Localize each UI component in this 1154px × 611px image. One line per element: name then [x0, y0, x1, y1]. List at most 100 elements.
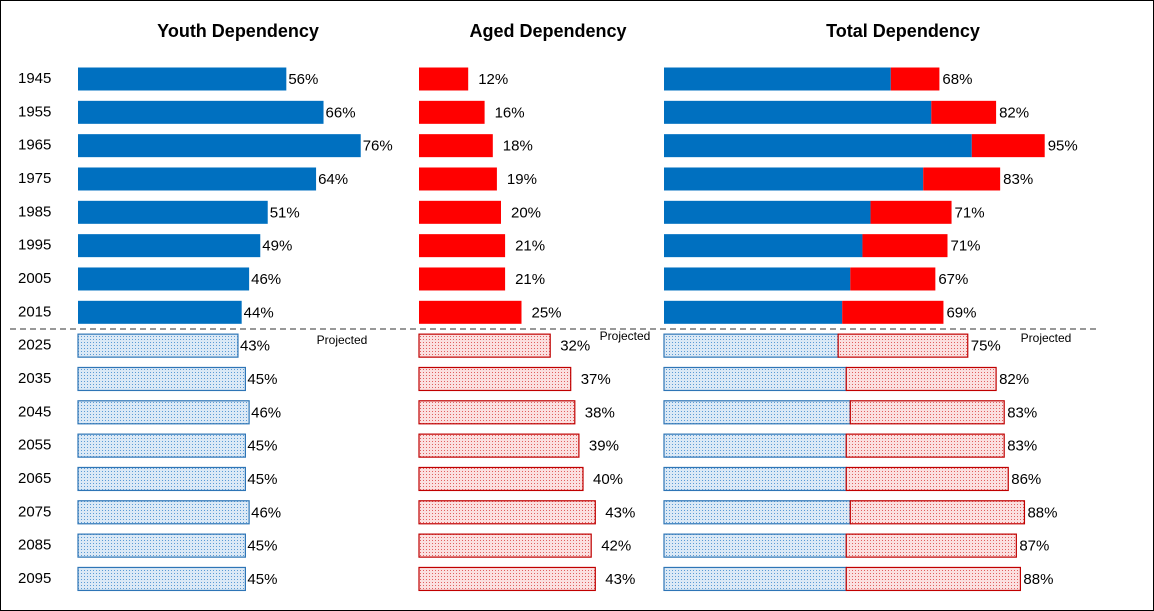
value-label: 44% [244, 304, 274, 321]
annotation: Projected [600, 329, 651, 343]
total-label: 88% [1027, 504, 1057, 521]
bar [663, 366, 847, 392]
value-label: 19% [507, 171, 537, 188]
value-label: 20% [511, 204, 541, 221]
bar [78, 267, 250, 291]
y-tick-label: 1975 [18, 170, 51, 187]
total-label: 87% [1019, 538, 1049, 555]
bar [77, 466, 246, 492]
bar [849, 400, 1005, 425]
bar [845, 466, 1009, 492]
value-label: 46% [251, 271, 281, 288]
bar [77, 433, 246, 458]
bar [419, 167, 497, 191]
total-label: 83% [1007, 404, 1037, 421]
bar [850, 267, 936, 291]
value-label: 18% [503, 138, 533, 155]
total-label: 86% [1011, 471, 1041, 488]
value-label: 32% [560, 338, 590, 355]
value-label: 43% [605, 504, 635, 521]
bar [418, 333, 551, 358]
total-label: 68% [942, 71, 972, 88]
value-label: 45% [247, 538, 277, 555]
panel-title: Aged Dependency [469, 21, 626, 41]
bar [845, 566, 1021, 592]
bar [664, 234, 863, 258]
bar [418, 433, 580, 458]
bar [77, 566, 246, 592]
value-label: 21% [515, 238, 545, 255]
y-tick-label: 1965 [18, 137, 51, 154]
panel-title: Total Dependency [826, 21, 980, 41]
y-tick-label: 2095 [18, 570, 51, 587]
bar [78, 100, 324, 124]
bar [419, 234, 506, 258]
bar [663, 500, 851, 525]
bar [845, 533, 1017, 558]
bar [849, 500, 1026, 525]
bar [845, 433, 1005, 458]
bar [418, 366, 572, 392]
value-label: 12% [478, 71, 508, 88]
bar [418, 533, 592, 558]
value-label: 42% [601, 538, 631, 555]
value-label: 43% [240, 338, 270, 355]
value-label: 45% [247, 371, 277, 388]
bar [419, 100, 485, 124]
bar [837, 333, 969, 358]
bar [78, 200, 268, 224]
annotation: Projected [317, 333, 368, 347]
y-tick-label: 1995 [18, 237, 51, 254]
bar [663, 433, 847, 458]
value-label: 46% [251, 404, 281, 421]
value-label: 21% [515, 271, 545, 288]
bar [663, 533, 847, 558]
y-tick-label: 1945 [18, 70, 51, 87]
value-label: 49% [262, 238, 292, 255]
y-tick-label: 2005 [18, 270, 51, 287]
value-label: 76% [363, 138, 393, 155]
bar [78, 300, 242, 324]
bar [77, 533, 246, 558]
total-label: 83% [1003, 171, 1033, 188]
bar [663, 466, 847, 492]
value-label: 64% [318, 171, 348, 188]
total-label: 83% [1007, 438, 1037, 455]
value-label: 40% [593, 471, 623, 488]
bar [931, 100, 997, 124]
bar [663, 566, 847, 592]
bar [419, 200, 501, 224]
value-label: 37% [581, 371, 611, 388]
panel-title: Youth Dependency [157, 21, 319, 41]
total-label: 82% [999, 104, 1029, 121]
bar [923, 167, 1001, 191]
bar [77, 366, 246, 392]
value-label: 45% [247, 571, 277, 588]
total-label: 67% [938, 271, 968, 288]
total-label: 71% [951, 238, 981, 255]
bar [842, 300, 944, 324]
value-label: 38% [585, 404, 615, 421]
value-label: 16% [495, 104, 525, 121]
bar [78, 134, 361, 158]
bar [419, 67, 469, 91]
value-label: 25% [532, 304, 562, 321]
bar [664, 167, 924, 191]
bar [78, 167, 317, 191]
y-tick-label: 2055 [18, 437, 51, 454]
value-label: 39% [589, 438, 619, 455]
bar [971, 134, 1045, 158]
y-tick-label: 1985 [18, 203, 51, 220]
y-tick-label: 2015 [18, 303, 51, 320]
value-label: 51% [270, 204, 300, 221]
total-label: 88% [1023, 571, 1053, 588]
bar [663, 333, 839, 358]
value-label: 43% [605, 571, 635, 588]
y-tick-label: 2035 [18, 370, 51, 387]
bar [77, 500, 250, 525]
total-label: 95% [1048, 138, 1078, 155]
value-label: 56% [288, 71, 318, 88]
bar [664, 100, 932, 124]
bar [664, 67, 891, 91]
total-label: 75% [971, 338, 1001, 355]
